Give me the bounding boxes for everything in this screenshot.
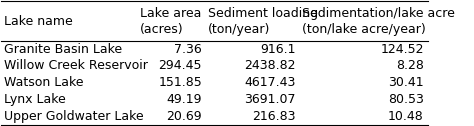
- Text: 10.48: 10.48: [388, 110, 424, 123]
- Text: 30.41: 30.41: [388, 76, 424, 89]
- Text: 2438.82: 2438.82: [244, 59, 296, 72]
- Text: 7.36: 7.36: [174, 43, 202, 56]
- Text: 8.28: 8.28: [396, 59, 424, 72]
- Text: 124.52: 124.52: [380, 43, 424, 56]
- Text: Upper Goldwater Lake: Upper Goldwater Lake: [3, 110, 143, 123]
- Text: 49.19: 49.19: [166, 93, 202, 106]
- Text: Granite Basin Lake: Granite Basin Lake: [3, 43, 122, 56]
- Text: 3691.07: 3691.07: [244, 93, 296, 106]
- Text: Watson Lake: Watson Lake: [3, 76, 83, 89]
- Text: Lake name: Lake name: [3, 15, 72, 28]
- Text: Sediment loading
(ton/year): Sediment loading (ton/year): [209, 7, 319, 36]
- Text: 4617.43: 4617.43: [245, 76, 296, 89]
- Text: 294.45: 294.45: [158, 59, 202, 72]
- Text: 20.69: 20.69: [166, 110, 202, 123]
- Text: 216.83: 216.83: [252, 110, 296, 123]
- Text: 80.53: 80.53: [388, 93, 424, 106]
- Text: Willow Creek Reservoir: Willow Creek Reservoir: [3, 59, 147, 72]
- Text: Lynx Lake: Lynx Lake: [3, 93, 65, 106]
- Text: Sedimentation/lake acre
(ton/lake acre/year): Sedimentation/lake acre (ton/lake acre/y…: [302, 7, 455, 36]
- Text: Lake area
(acres): Lake area (acres): [140, 7, 201, 36]
- Text: 151.85: 151.85: [158, 76, 202, 89]
- Text: 916.1: 916.1: [260, 43, 296, 56]
